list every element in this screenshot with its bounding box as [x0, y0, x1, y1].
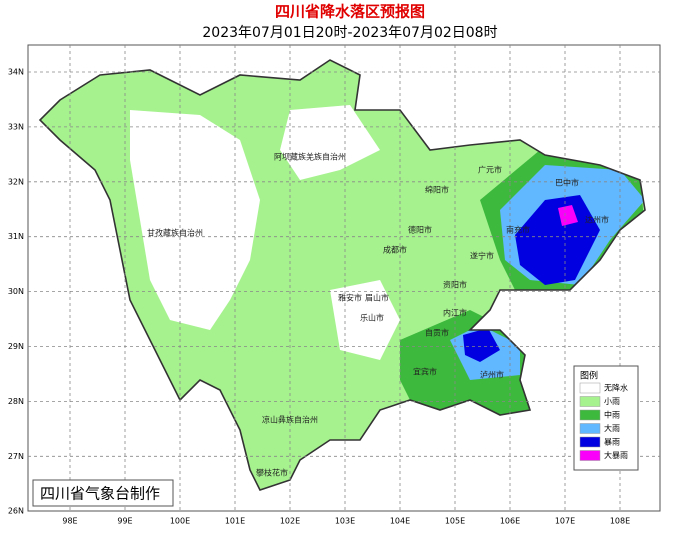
city-label: 甘孜藏族自治州	[147, 228, 203, 238]
lon-label: 104E	[390, 517, 410, 526]
city-label: 凉山彝族自治州	[262, 415, 318, 425]
subtitle: 2023年07月01日20时-2023年07月02日08时	[202, 25, 497, 41]
legend-label: 大暴雨	[604, 450, 628, 460]
city-label: 成都市	[383, 245, 407, 255]
legend-title: 图例	[580, 370, 598, 382]
city-label: 攀枝花市	[256, 468, 288, 478]
legend-swatch	[579, 450, 601, 461]
city-label: 内江市	[443, 308, 467, 318]
city-label: 德阳市	[408, 225, 432, 235]
legend-label: 小雨	[604, 397, 620, 406]
legend-label: 暴雨	[604, 438, 620, 447]
title: 四川省降水落区预报图	[275, 3, 425, 21]
lon-label: 100E	[170, 517, 190, 526]
lat-label: 34N	[8, 68, 24, 77]
legend-label: 中雨	[604, 410, 620, 420]
city-label: 南充市	[506, 225, 530, 235]
lat-label: 28N	[8, 397, 24, 406]
legend-swatch	[579, 409, 601, 421]
legend-swatch	[579, 396, 601, 407]
credit: 四川省气象台制作	[40, 485, 160, 503]
credit-box	[32, 479, 174, 507]
lat-label: 29N	[8, 342, 24, 351]
city-label: 资阳市	[443, 280, 467, 290]
city-label: 绵阳市	[425, 185, 449, 195]
city-label: 泸州市	[480, 370, 504, 380]
city-label: 宜宾市	[413, 367, 437, 377]
city-label: 眉山市	[365, 293, 389, 303]
lat-label: 26N	[8, 507, 24, 516]
city-label: 巴中市	[555, 178, 579, 188]
lon-label: 103E	[335, 517, 355, 526]
lat-label: 27N	[8, 452, 24, 461]
lat-label: 30N	[8, 287, 24, 296]
rainstorm-area	[515, 195, 600, 285]
lon-label: 106E	[500, 517, 520, 526]
city-label: 乐山市	[360, 313, 384, 323]
lon-label: 99E	[117, 517, 132, 526]
legend-swatch	[579, 436, 601, 448]
no-rain-area	[330, 280, 400, 360]
lon-label: 98E	[62, 517, 77, 526]
lon-label: 102E	[280, 517, 300, 526]
lon-label: 101E	[225, 517, 245, 526]
legend-label: 无降水	[604, 383, 628, 393]
no-rain-area	[130, 110, 260, 330]
lon-label: 105E	[445, 517, 465, 526]
legend-swatch	[579, 382, 601, 394]
severe-rainstorm-area	[558, 205, 578, 226]
legend-swatch	[579, 423, 601, 434]
rainstorm-area	[463, 328, 500, 362]
lon-label: 108E	[610, 517, 630, 526]
grid: 34N 33N 32N 31N 30N 29N 28N 27N 26N 98E 99E 100E 101…	[8, 45, 660, 526]
city-label: 阿坝藏族羌族自治州	[274, 152, 346, 162]
lon-label: 107E	[555, 517, 575, 526]
city-label: 达州市	[585, 215, 609, 225]
lat-label: 33N	[8, 122, 24, 131]
lat-label: 31N	[8, 232, 24, 241]
city-label: 自贡市	[425, 328, 449, 338]
lat-label: 32N	[8, 177, 24, 186]
no-rain-area	[280, 105, 380, 180]
city-label: 遂宁市	[470, 251, 494, 261]
city-label: 雅安市	[338, 293, 362, 303]
city-label: 广元市	[478, 165, 502, 175]
legend-label: 大雨	[604, 423, 620, 433]
